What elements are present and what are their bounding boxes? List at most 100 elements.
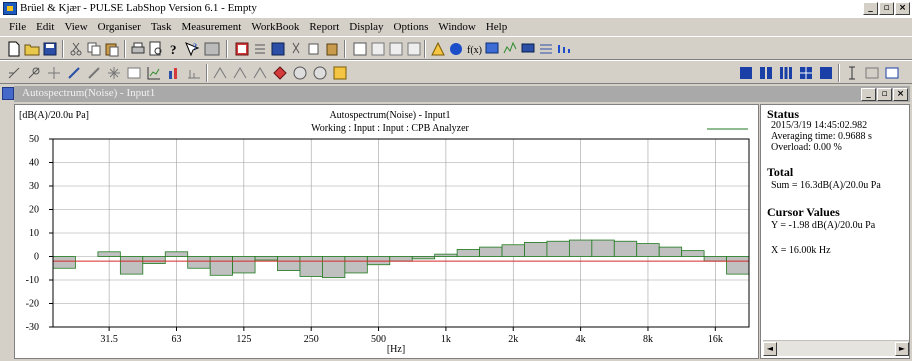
y-tick-label: -30 [26, 322, 39, 333]
context-help-icon[interactable]: ? [184, 41, 200, 57]
bar-31.5 [97, 251, 121, 257]
y-tick-label: -20 [26, 299, 39, 310]
status-heading: Status [767, 107, 800, 121]
x-tick-label: 500 [371, 334, 386, 345]
horizontal-scrollbar[interactable]: ◄ ► [763, 340, 909, 356]
restore-button[interactable]: ▫ [879, 2, 894, 15]
circle-b-icon[interactable] [312, 65, 328, 81]
grid-icon[interactable] [538, 41, 554, 57]
zoom-tool-icon[interactable] [26, 65, 42, 81]
menu-view[interactable]: View [64, 21, 88, 33]
copy-icon[interactable] [86, 41, 102, 57]
bar-2.5k [524, 241, 548, 257]
help-icon[interactable]: ? [166, 41, 182, 57]
signal-icon[interactable] [502, 41, 518, 57]
channel-icon[interactable] [556, 41, 572, 57]
menu-bar: File Edit View Organiser Task Measuremen… [0, 18, 912, 36]
table-icon[interactable] [126, 65, 142, 81]
paste-workbook-icon[interactable] [324, 41, 340, 57]
function-icon[interactable] [370, 41, 386, 57]
plot-panel[interactable]: [dB(A)/20.0u Pa] Autospectrum(Noise) - I… [14, 104, 759, 359]
cursor-tool-icon[interactable] [6, 65, 22, 81]
graph-icon[interactable] [146, 65, 162, 81]
palette-icon[interactable] [332, 65, 348, 81]
menu-help[interactable]: Help [485, 21, 508, 33]
y-tick-label: 30 [29, 181, 39, 192]
slice-icon[interactable] [186, 65, 202, 81]
window-layout-icon[interactable] [884, 65, 900, 81]
document-restore-button[interactable]: ▫ [877, 88, 892, 101]
circle-a-icon[interactable] [292, 65, 308, 81]
menu-edit[interactable]: Edit [36, 21, 55, 33]
cut-icon[interactable] [68, 41, 84, 57]
monitor-icon[interactable] [520, 41, 536, 57]
organiser-icon[interactable] [352, 41, 368, 57]
bar-500 [366, 256, 391, 266]
pencil-icon[interactable] [66, 65, 82, 81]
paste-icon[interactable] [104, 41, 120, 57]
copy-workbook-icon[interactable] [306, 41, 322, 57]
bar-graph-icon[interactable] [166, 65, 182, 81]
cursor-values-heading: Cursor Values [767, 205, 840, 219]
menu-task[interactable]: Task [150, 21, 172, 33]
menu-report[interactable]: Report [309, 21, 340, 33]
template-icon[interactable] [388, 41, 404, 57]
layout-3-icon[interactable] [778, 65, 794, 81]
autospectrum-chart[interactable]: [dB(A)/20.0u Pa] Autospectrum(Noise) - I… [15, 105, 758, 358]
xy2-icon[interactable] [232, 65, 248, 81]
list-icon[interactable] [252, 41, 268, 57]
bar-1k [434, 253, 458, 257]
plot-border [52, 138, 750, 328]
layout-1-icon[interactable] [738, 65, 754, 81]
layout-5-icon[interactable] [818, 65, 834, 81]
x-tick-label: 63 [171, 334, 181, 345]
marker-tool-icon[interactable] [46, 65, 62, 81]
minimize-button[interactable]: _ [863, 2, 878, 15]
display-icon[interactable] [484, 41, 500, 57]
diamond-icon[interactable] [272, 65, 288, 81]
cut-workbook-icon[interactable] [288, 41, 304, 57]
document-close-button[interactable]: × [893, 88, 908, 101]
layout-4-icon[interactable] [798, 65, 814, 81]
bar-12.5k [681, 250, 705, 257]
bar-100 [209, 256, 234, 276]
bar-20 [52, 256, 76, 269]
menu-workbook[interactable]: WorkBook [251, 21, 300, 33]
menu-window[interactable]: Window [438, 21, 476, 33]
app-title-bar: Brüel & Kjær - PULSE LabShop Version 6.1… [0, 0, 912, 18]
menu-options[interactable]: Options [393, 21, 429, 33]
print-icon[interactable] [130, 41, 146, 57]
workbook-icon[interactable] [234, 41, 250, 57]
print-preview-icon[interactable] [148, 41, 164, 57]
configuration-icon[interactable] [204, 41, 220, 57]
xy-icon[interactable] [212, 65, 228, 81]
y-tick-label: 40 [29, 158, 39, 169]
menu-file[interactable]: File [9, 21, 27, 33]
document-minimize-button[interactable]: _ [861, 88, 876, 101]
new-file-icon[interactable] [6, 41, 22, 57]
star-icon[interactable] [106, 65, 122, 81]
bar-800 [411, 256, 436, 260]
fx-icon[interactable]: f(x) [466, 41, 482, 57]
y-tick-label: -10 [26, 275, 39, 286]
setup-icon[interactable] [406, 41, 422, 57]
database-icon[interactable] [448, 41, 464, 57]
scroll-left-arrow-icon[interactable]: ◄ [763, 342, 777, 356]
menu-organiser[interactable]: Organiser [97, 21, 141, 33]
analyzer-icon[interactable] [430, 41, 446, 57]
text-cursor-icon[interactable] [844, 65, 860, 81]
xy3-icon[interactable] [252, 65, 268, 81]
menu-display[interactable]: Display [349, 21, 384, 33]
frame-icon[interactable] [864, 65, 880, 81]
close-button[interactable]: × [895, 2, 910, 15]
bar-16k [703, 256, 727, 262]
layout-2-icon[interactable] [758, 65, 774, 81]
bar-2k [501, 244, 525, 257]
open-folder-icon[interactable] [24, 41, 40, 57]
pencil-2-icon[interactable] [86, 65, 102, 81]
menu-measurement[interactable]: Measurement [181, 21, 242, 33]
scroll-right-arrow-icon[interactable]: ► [895, 342, 909, 356]
save-workbook-icon[interactable] [270, 41, 286, 57]
save-icon[interactable] [42, 41, 58, 57]
chart-grid [52, 138, 750, 328]
